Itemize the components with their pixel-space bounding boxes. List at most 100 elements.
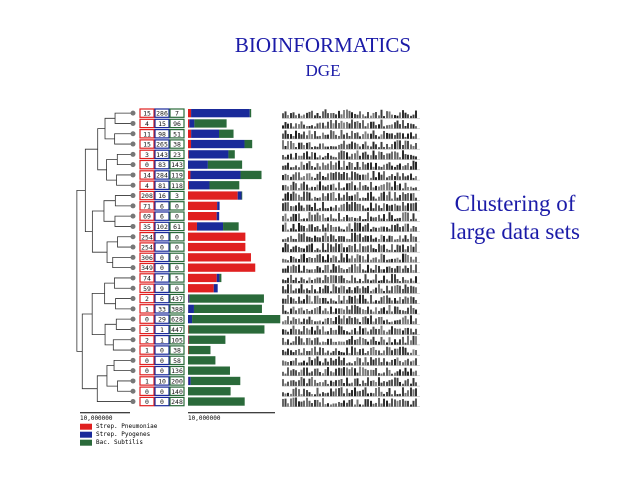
heatmap-cell <box>364 382 367 387</box>
heatmap-cell <box>311 125 313 129</box>
heatmap-cell <box>330 404 332 407</box>
heatmap-cell <box>396 218 399 222</box>
count-cell <box>154 273 170 283</box>
heatmap-cell <box>314 202 316 211</box>
heatmap-cell <box>399 400 401 407</box>
heatmap-cell <box>410 166 412 170</box>
heatmap-cell <box>282 125 284 129</box>
heatmap-cell <box>356 318 359 325</box>
heatmap-cell <box>372 346 375 356</box>
count-cell <box>169 355 185 366</box>
heatmap-cell <box>314 257 316 263</box>
heatmap-cell <box>354 113 356 119</box>
heatmap-cell <box>407 286 409 294</box>
count-cell <box>139 283 155 294</box>
heatmap-cell <box>348 339 351 345</box>
legend-swatch <box>80 431 92 438</box>
heatmap-cell <box>394 328 396 335</box>
heatmap-cell <box>284 242 287 253</box>
heatmap-cell <box>354 277 356 284</box>
heatmap-cell <box>290 398 292 407</box>
heatmap-cell <box>412 187 415 191</box>
tree-branch <box>114 133 132 145</box>
heatmap-cell <box>330 161 332 170</box>
heatmap-cell <box>351 367 353 376</box>
tree-branch <box>81 313 98 390</box>
heatmap-cell <box>404 194 407 201</box>
heatmap-cell <box>319 249 321 253</box>
heatmap-cell <box>378 350 380 356</box>
heatmap-cell <box>386 125 388 129</box>
row-marker <box>130 254 136 260</box>
heatmap-cell <box>410 132 412 139</box>
heatmap-cell <box>287 162 289 170</box>
heatmap-cell <box>386 111 388 119</box>
heatmap-cell <box>399 393 401 397</box>
heatmap-cell <box>404 400 407 407</box>
heatmap-cell <box>335 403 337 407</box>
heatmap-cell <box>346 144 348 150</box>
heatmap-cell <box>396 265 399 273</box>
heatmap-cell <box>412 236 415 242</box>
heatmap-cell <box>295 239 297 242</box>
heatmap-cell <box>396 342 399 345</box>
heatmap-cell <box>364 151 367 160</box>
heatmap-cell <box>298 213 300 222</box>
heatmap-cell <box>338 315 340 325</box>
row-marker <box>130 296 136 302</box>
heatmap-cell <box>306 142 308 150</box>
heatmap-cell <box>298 348 300 356</box>
heatmap-cell <box>340 167 343 170</box>
heatmap-cell <box>359 384 361 387</box>
heatmap-cell <box>354 404 356 407</box>
heatmap-cell <box>370 259 372 263</box>
heatmap-cell <box>402 299 404 304</box>
heatmap-cell <box>282 198 284 201</box>
heatmap-cell <box>404 205 407 211</box>
count-bar <box>188 191 238 200</box>
tree-branch <box>116 153 132 166</box>
heatmap-cell <box>380 184 383 191</box>
heatmap-cell <box>308 351 311 356</box>
count-bar <box>188 376 191 386</box>
heatmap-cell <box>388 133 391 139</box>
heatmap-cell <box>314 278 316 284</box>
heatmap-cell <box>402 383 404 387</box>
heatmap-cell <box>356 298 359 304</box>
heatmap-cell <box>412 286 415 294</box>
heatmap-cell <box>300 254 303 263</box>
heatmap-cell <box>380 208 383 211</box>
heatmap-cell <box>290 380 292 387</box>
heatmap-cell <box>308 356 311 366</box>
heatmap-cell <box>412 270 415 273</box>
heatmap-cell <box>298 318 300 325</box>
heatmap-cell <box>324 165 327 170</box>
heatmap-cell <box>282 349 284 356</box>
heatmap-cell <box>290 274 292 284</box>
count-cell <box>169 283 185 294</box>
heatmap-cell <box>402 317 404 325</box>
heatmap-cell <box>335 243 337 253</box>
heatmap-cell <box>303 289 305 294</box>
heatmap-cell <box>402 336 404 345</box>
count-label: 0 <box>145 357 149 365</box>
heatmap-cell <box>306 218 308 222</box>
heatmap-cell <box>282 215 284 222</box>
heatmap-cell <box>319 197 321 201</box>
heatmap-cell <box>404 165 407 170</box>
heatmap-cell <box>383 126 385 129</box>
heatmap-cell <box>378 310 380 314</box>
heatmap-cell <box>335 266 337 273</box>
heatmap-cell <box>308 329 311 335</box>
heatmap-cell <box>287 392 289 397</box>
heatmap-cell <box>396 197 399 201</box>
heatmap-cell <box>412 246 415 253</box>
heatmap-cell <box>407 187 409 191</box>
heatmap-cell <box>348 245 351 253</box>
heatmap-cell <box>348 267 351 273</box>
heatmap-cell <box>407 238 409 242</box>
count-label: 1 <box>145 347 149 355</box>
heatmap-cell <box>388 153 391 160</box>
heatmap-cell <box>396 320 399 325</box>
